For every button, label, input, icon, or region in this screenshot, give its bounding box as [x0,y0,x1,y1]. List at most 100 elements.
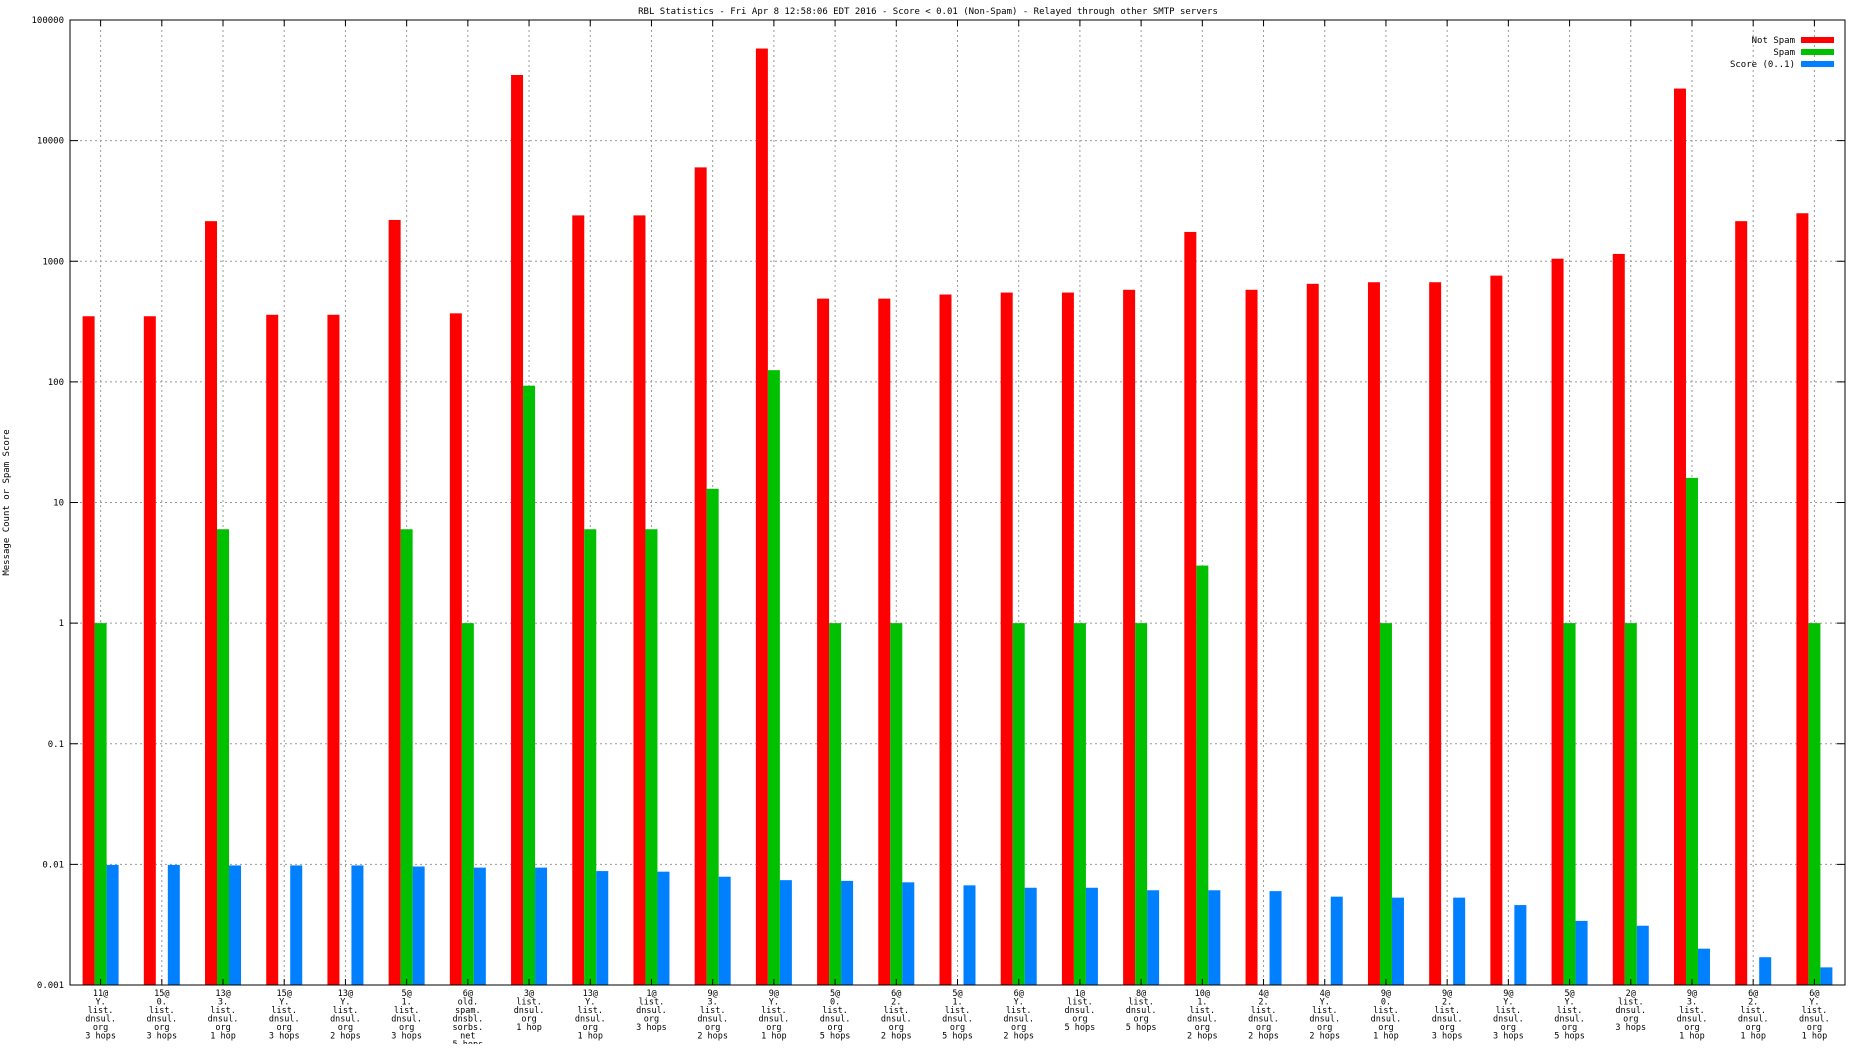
x-category-label-line: 9@ [769,989,779,999]
x-category-label-line: 2 hops [1187,1032,1218,1042]
x-category-label-line: dnsul. [1248,1015,1279,1025]
x-category-label-line: Y. [279,998,289,1008]
x-category-label-line: 1 hop [1740,1032,1766,1042]
x-category-label-line: dnsbl. [452,1015,483,1025]
bar-spam [584,529,597,985]
x-category-label-line: org [1501,1023,1516,1033]
bar-spam [829,623,842,985]
x-category-label-line: 3 hops [1432,1032,1463,1042]
bar-spam [217,529,230,985]
x-category-label-line: dnsul. [820,1015,851,1025]
x-category-label-line: 1. [1197,998,1207,1008]
bar-score-0-1 [535,867,548,985]
x-category-label-line: 4@ [1320,989,1330,999]
bar-score-0-1 [1391,897,1404,985]
x-category-label: 5@ 1. list. dnsul. org 5 hops [942,989,973,1042]
y-tick-label: 10 [53,499,64,509]
bar-score-0-1 [1514,905,1527,985]
x-category-label-line: spam. [455,1006,481,1016]
bars-layer [82,48,1833,986]
x-category-label-line: 2. [1258,998,1268,1008]
x-category-label-line: 9@ [1381,989,1391,999]
bar-spam [1135,623,1148,985]
x-category-label-line: dnsul. [697,1015,728,1025]
x-category-label-line: 13@ [583,989,598,999]
x-category-label-line: old. [458,998,478,1008]
x-category-label-line: 1 hop [210,1032,236,1042]
x-category-label-line: list. [271,1006,297,1016]
x-category-label-line: dnsul. [1738,1015,1769,1025]
x-category-label-line: list. [577,1006,603,1016]
bar-not-spam [572,215,585,985]
x-category-label-line: 2. [1442,998,1452,1008]
bar-not-spam [1551,258,1564,985]
x-category-label-line: org [338,1023,353,1033]
x-category-label-line: 5 hops [452,1040,483,1044]
x-category-label: 8@ list. dnsul. org 5 hops [1126,989,1157,1033]
x-category-label-line: 15@ [154,989,169,999]
x-category-label-line: 3 hops [269,1032,300,1042]
x-category-label-line: 1 hop [1802,1032,1828,1042]
y-tick-label: 1000 [42,257,64,267]
bar-score-0-1 [1453,897,1466,985]
bar-not-spam [1612,253,1625,985]
bar-score-0-1 [1820,967,1833,985]
x-category-label-line: 9@ [1442,989,1452,999]
bar-score-0-1 [106,864,119,985]
x-category-label-line: 5 hops [1554,1032,1585,1042]
legend-label: Score (0..1) [1730,60,1795,70]
bar-score-0-1 [596,871,609,985]
x-category-label-line: dnsul. [330,1015,361,1025]
x-category-label-line: 3 hops [146,1032,177,1042]
x-category-label: 5@ 1. list. dnsul. org 3 hops [391,989,422,1042]
x-category-label-line: 5@ [830,989,840,999]
x-category-label-line: 9@ [1687,989,1697,999]
bar-score-0-1 [718,876,731,985]
x-category-label-line: list. [761,1006,787,1016]
x-category-label-line: 1 hop [761,1032,787,1042]
x-category-label-line: list. [1618,998,1644,1008]
x-category-label-line: 3 hops [1493,1032,1524,1042]
bar-not-spam [1367,282,1380,985]
x-category-label: 15@ 0. list. dnsul. org 3 hops [146,989,177,1042]
bar-score-0-1 [1208,890,1221,985]
x-category-label-line: 5 hops [1126,1023,1157,1033]
x-category-label-line: dnsul. [636,1006,667,1016]
x-category-label-line: dnsul. [1003,1015,1034,1025]
bar-spam [890,623,903,985]
bar-score-0-1 [779,880,792,985]
x-category-label-line: Y. [585,998,595,1008]
x-category-label-line: dnsul. [391,1015,422,1025]
x-category-label-line: org [889,1023,904,1033]
bar-spam [1012,623,1025,985]
x-category-label-line: list. [883,1006,909,1016]
bar-spam [1196,565,1209,985]
x-category-label-line: 5 hops [1065,1023,1096,1033]
x-category-label-line: 0. [830,998,840,1008]
bar-not-spam [1429,282,1442,985]
bar-not-spam [939,294,952,985]
legend-swatch [1801,61,1834,67]
x-category-label: 9@ 0. list. dnsul. org 1 hop [1371,989,1402,1042]
x-category-label-line: 6@ [891,989,901,999]
x-category-label-line: list. [394,1006,420,1016]
x-category-label-line: org [1378,1023,1393,1033]
x-category-label-line: dnsul. [1187,1015,1218,1025]
x-category-label-line: list. [1312,1006,1338,1016]
x-category-label-line: list. [88,1006,114,1016]
x-category-label-line: list. [1557,1006,1583,1016]
bar-not-spam [205,221,218,986]
x-category-label-line: 3. [1687,998,1697,1008]
x-category-label-line: list. [1373,1006,1399,1016]
bar-score-0-1 [1147,890,1160,985]
grid-layer [70,20,1845,985]
bar-spam [1624,623,1637,985]
x-category-label-line: list. [333,1006,359,1016]
x-category-label-line: org [1562,1023,1577,1033]
x-category-label-line: 6@ [1014,989,1024,999]
x-category-label-line: 1. [952,998,962,1008]
x-category-label-line: org [950,1023,965,1033]
bar-not-spam [1184,231,1197,985]
x-category-label-line: org [766,1023,781,1033]
